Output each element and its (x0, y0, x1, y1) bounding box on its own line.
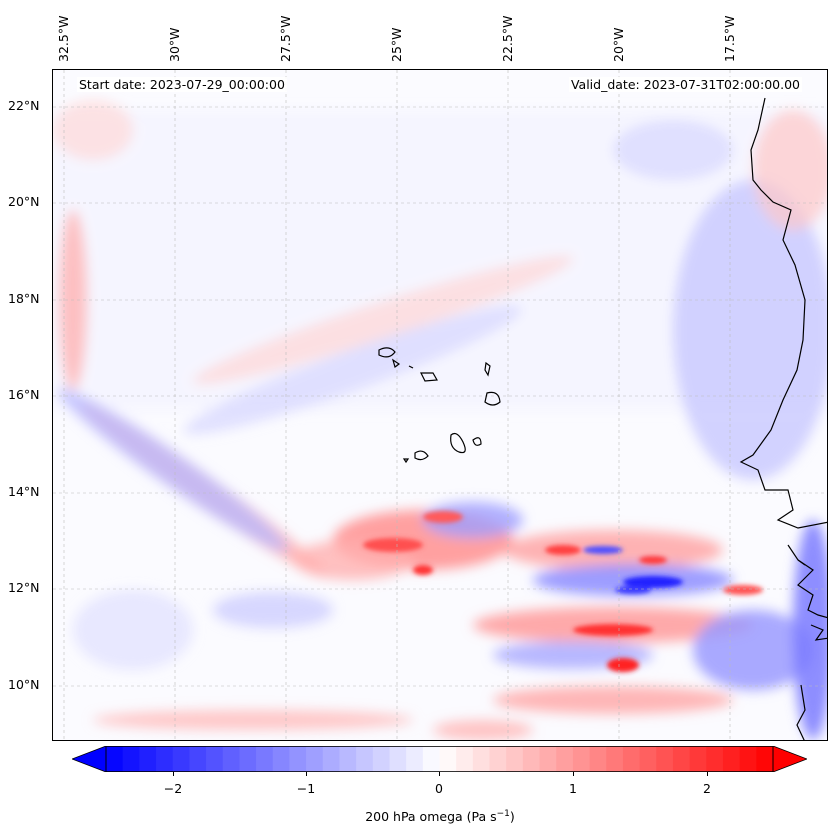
colorbar-segment (639, 746, 657, 772)
colorbar-tick-label: −1 (296, 781, 316, 796)
colorbar-max-extend (772, 746, 807, 772)
colorbar-segment (506, 746, 524, 772)
colorbar-segment (756, 746, 774, 772)
colorbar-segment (572, 746, 591, 772)
colorbar-segment (272, 746, 291, 772)
colorbar-segment (656, 746, 674, 772)
colorbar-tickmark (707, 772, 708, 776)
colorbar-segment (556, 746, 574, 772)
lon-label-30w: 30°W (167, 27, 182, 62)
colorbar-label-text: 200 hPa omega (Pa s (365, 809, 497, 825)
lon-label-22-5w: 22.5°W (500, 15, 515, 62)
colorbar-segment (339, 746, 357, 772)
colorbar-segment (406, 746, 424, 772)
colorbar-label: 200 hPa omega (Pa s−1) (0, 809, 837, 824)
colorbar-segment (739, 746, 757, 772)
colorbar-segment (489, 746, 507, 772)
colorbar-segment (472, 746, 491, 772)
start-date-label: Start date: 2023-07-29_00:00:00 (77, 77, 287, 92)
lat-label-16n: 16°N (8, 387, 40, 402)
omega-field (53, 100, 827, 740)
lon-label-25w: 25°W (389, 27, 404, 62)
colorbar-segment (156, 746, 174, 772)
coastline (378, 97, 827, 740)
colorbar-tickmark (306, 772, 307, 776)
colorbar-segment (606, 746, 624, 772)
colorbar-segment (139, 746, 157, 772)
omega-field-map (53, 70, 827, 740)
colorbar-segment (439, 746, 457, 772)
colorbar-segment (206, 746, 224, 772)
colorbar-tick-label: −2 (163, 781, 183, 796)
colorbar-segment (256, 746, 274, 772)
colorbar-tickmark (439, 772, 440, 776)
colorbar-label-close: ) (509, 809, 515, 825)
lon-label-32-5w: 32.5°W (56, 15, 71, 62)
lon-label-20w: 20°W (611, 27, 626, 62)
lat-label-22n: 22°N (8, 98, 40, 113)
colorbar-segment (106, 746, 124, 772)
omega-extremes (363, 511, 763, 672)
lat-label-20n: 20°N (8, 194, 40, 209)
colorbar-min-extend (72, 746, 107, 772)
map-gridlines (53, 70, 827, 740)
colorbar-segment (289, 746, 307, 772)
colorbar-segment (672, 746, 691, 772)
colorbar-label-exponent: −1 (496, 809, 510, 819)
lat-label-14n: 14°N (8, 484, 40, 499)
colorbar-segment (522, 746, 541, 772)
colorbar-segment (539, 746, 557, 772)
lat-label-18n: 18°N (8, 291, 40, 306)
lon-label-27-5w: 27.5°W (278, 15, 293, 62)
colorbar-segment (689, 746, 707, 772)
map-panel (52, 69, 828, 741)
colorbar-ramp (72, 746, 807, 772)
valid-date-label: Valid_date: 2023-07-31T02:00:00.00 (568, 77, 802, 92)
colorbar (72, 746, 807, 772)
colorbar-segment (456, 746, 474, 772)
colorbar-segment (589, 746, 607, 772)
colorbar-segment (356, 746, 374, 772)
colorbar-segment (172, 746, 190, 772)
colorbar-segment (372, 746, 391, 772)
colorbar-segment (389, 746, 407, 772)
colorbar-tick-label: 1 (569, 781, 577, 796)
colorbar-tick-label: 0 (435, 781, 443, 796)
colorbar-tickmark (573, 772, 574, 776)
lon-label-17-5w: 17.5°W (722, 15, 737, 62)
colorbar-segment (422, 746, 441, 772)
lat-label-12n: 12°N (8, 580, 40, 595)
colorbar-segment (122, 746, 140, 772)
colorbar-segment (622, 746, 641, 772)
colorbar-tickmark (173, 772, 174, 776)
colorbar-tick-label: 2 (703, 781, 711, 796)
colorbar-segment (706, 746, 724, 772)
colorbar-segment (322, 746, 341, 772)
colorbar-segment (222, 746, 240, 772)
colorbar-segment (189, 746, 207, 772)
colorbar-segment (722, 746, 741, 772)
lat-label-10n: 10°N (8, 677, 40, 692)
colorbar-segment (306, 746, 324, 772)
colorbar-segment (239, 746, 257, 772)
